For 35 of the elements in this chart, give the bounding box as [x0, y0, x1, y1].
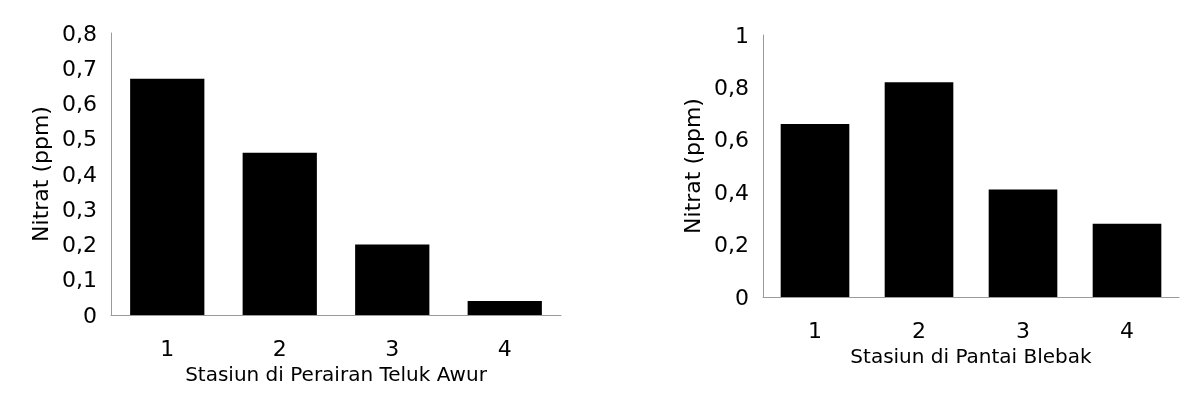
y-tick-label: 0,3 [62, 196, 97, 222]
y-tick-label: 1 [735, 22, 749, 48]
bar [130, 78, 205, 315]
y-tick-label: 0,1 [62, 267, 97, 293]
bar [988, 189, 1058, 297]
y-tick-label: 0,4 [62, 161, 97, 187]
bar [355, 244, 430, 315]
x-tick-label: 3 [1016, 317, 1030, 343]
bar [467, 300, 542, 315]
y-tick-label: 0,5 [62, 126, 97, 152]
y-tick-label: 0,7 [62, 55, 97, 81]
y-axis-title: Nitrat (ppm) [679, 98, 705, 234]
y-axis-title: Nitrat (ppm) [27, 106, 53, 242]
x-axis-title: Stasiun di Pantai Blebak [850, 343, 1093, 368]
y-tick-label: 0 [735, 284, 749, 310]
bar [242, 152, 317, 315]
y-tick-label: 0,6 [62, 91, 97, 116]
x-tick-label: 1 [160, 335, 175, 361]
y-tick-label: 0,8 [62, 20, 97, 46]
x-tick-label: 2 [272, 335, 287, 361]
y-tick-label: 0,2 [62, 232, 97, 257]
y-tick-label: 0,8 [714, 74, 749, 100]
bar [884, 82, 954, 297]
x-tick-label: 4 [497, 335, 512, 361]
bar [1092, 223, 1162, 297]
y-tick-label: 0 [83, 302, 97, 328]
y-tick-label: 0,6 [714, 127, 749, 153]
bar [780, 124, 850, 297]
x-tick-label: 2 [912, 317, 926, 343]
x-axis-title: Stasiun di Perairan Teluk Awur [185, 361, 488, 386]
x-tick-label: 3 [385, 335, 400, 361]
x-tick-label: 4 [1120, 317, 1134, 343]
y-tick-label: 0,2 [714, 232, 749, 258]
y-tick-label: 0,4 [714, 179, 749, 205]
x-tick-label: 1 [808, 317, 822, 343]
